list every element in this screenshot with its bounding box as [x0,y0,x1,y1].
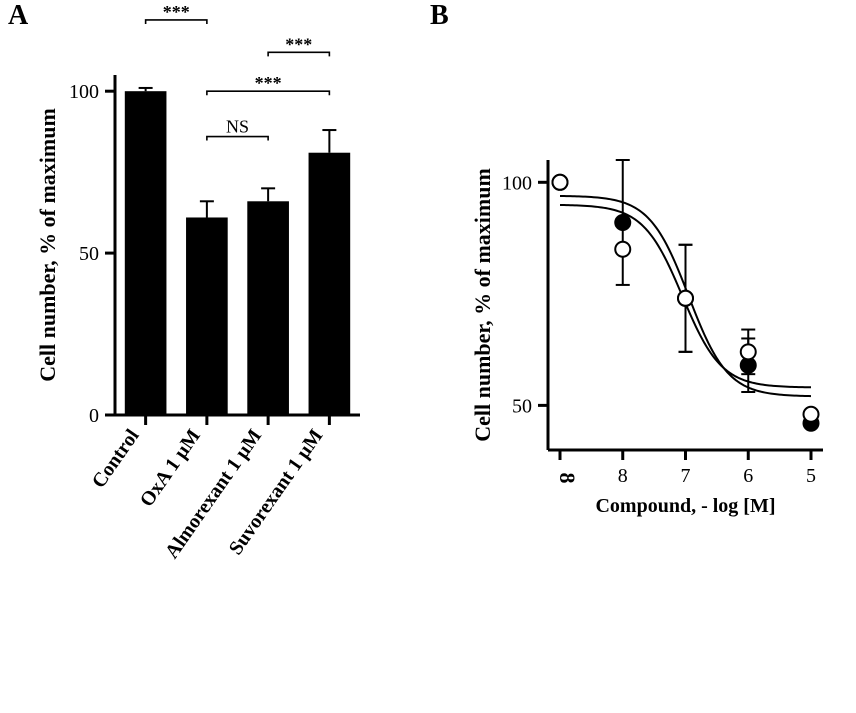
data-point-open [741,344,756,359]
x-tick-label-infinity: 8 [555,473,580,484]
x-tick-label: 7 [681,465,691,487]
bar [186,217,228,415]
panel-a-label-text: A [8,0,28,31]
y-tick-label: 0 [89,405,99,427]
data-point-open [804,407,819,422]
figure-svg: *********NS******050100Cell number, % of… [0,0,856,713]
panel-b-label: B [430,0,449,32]
y-tick-label: 50 [512,395,532,417]
x-tick-label: OxA 1 µM [136,425,205,511]
y-tick-label: 100 [502,172,532,194]
y-axis-label: Cell number, % of maximum [35,108,60,382]
bar [309,153,351,415]
figure-container: A B *********NS******050100Cell number, … [0,0,856,713]
x-tick-label: 8 [618,465,628,487]
sig-label-stars: *** [255,73,282,93]
data-point-open [678,291,693,306]
bar [125,91,167,415]
panel-b-label-text: B [430,0,449,31]
data-point-open [615,242,630,257]
sig-bracket [207,137,268,141]
panel-a-label: A [8,0,28,32]
x-tick-label: 5 [806,465,816,487]
x-tick-label: 6 [743,465,753,487]
sig-label-stars: *** [163,2,190,22]
bar [247,201,289,415]
y-axis-label: Cell number, % of maximum [470,168,495,442]
sig-label-ns: NS [226,117,249,137]
y-tick-label: 50 [79,243,99,265]
x-axis-label: Compound, - log [M] [595,495,775,517]
data-point-open [553,175,568,190]
y-tick-label: 100 [69,81,99,103]
sig-label-stars: *** [285,34,312,54]
panel-b: 50 100 Cell number, % of maximum 8 8 7 6 5 Compo… [470,160,823,517]
x-tick-label: Control [88,425,144,492]
panel-a: *********NS******050100Cell number, % of… [35,0,360,563]
data-point-filled [615,215,630,230]
